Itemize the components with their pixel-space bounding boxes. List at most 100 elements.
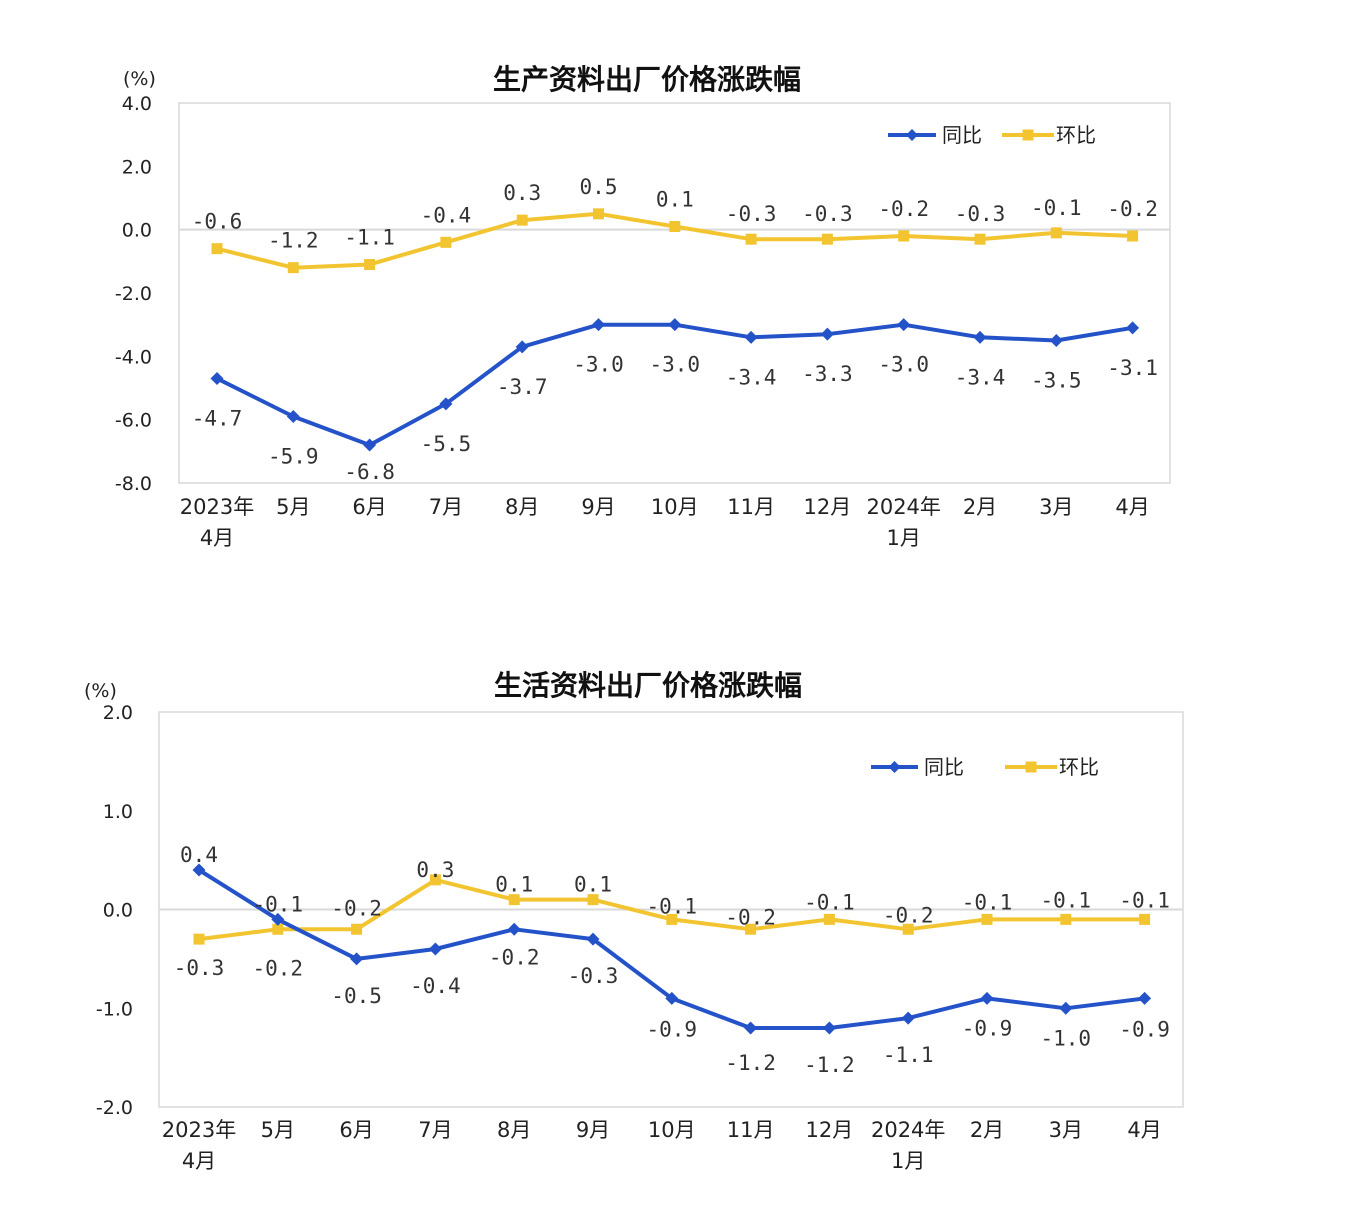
mom-point	[1139, 913, 1151, 925]
yoy-point	[980, 991, 994, 1005]
mom-point	[1050, 227, 1062, 239]
mom-point	[193, 933, 205, 945]
x-tick-label: 2024年	[866, 495, 940, 519]
mom-data-label: -1.2	[268, 229, 319, 253]
yoy-data-label: -3.3	[802, 362, 853, 386]
legend-yoy-label: 同比	[924, 755, 964, 779]
yoy-data-label: -5.5	[421, 432, 472, 456]
mom-data-label: -0.1	[804, 890, 855, 914]
x-tick-label: 1月	[891, 1149, 925, 1173]
x-tick-label: 7月	[429, 495, 463, 519]
x-tick-label: 2023年	[180, 495, 254, 519]
mom-data-label: 0.1	[574, 873, 612, 897]
mom-point	[821, 233, 833, 245]
y-tick-label: 1.0	[103, 801, 133, 823]
x-tick-label: 8月	[497, 1118, 531, 1142]
yoy-data-label: -1.2	[725, 1051, 776, 1075]
yoy-data-label: -3.5	[1031, 369, 1082, 393]
x-tick-label: 4月	[200, 526, 234, 550]
mom-data-label: -0.1	[962, 890, 1013, 914]
yoy-point	[665, 991, 679, 1005]
plot-frame	[178, 102, 1171, 484]
mom-data-label: 0.5	[580, 175, 618, 199]
y-tick-label: -6.0	[115, 410, 152, 432]
legend: 同比 环比	[871, 755, 1099, 779]
x-tick-label: 10月	[651, 495, 699, 519]
y-tick-label: -4.0	[115, 346, 152, 368]
y-unit-label: (%)	[84, 680, 117, 702]
mom-point	[898, 230, 910, 242]
legend-mom-label: 环比	[1059, 755, 1099, 779]
yoy-data-label: -3.1	[1107, 356, 1158, 380]
mom-point	[429, 874, 441, 886]
yoy-data-label: -0.1	[253, 892, 304, 916]
yoy-point	[1049, 334, 1063, 347]
legend: 同比 环比	[888, 123, 1096, 147]
mom-point	[287, 262, 299, 274]
yoy-point	[428, 942, 442, 956]
yoy-data-label: 0.4	[180, 843, 218, 867]
legend-mom-marker	[1022, 129, 1034, 141]
mom-data-label: 0.3	[503, 181, 541, 205]
mom-data-label: -0.3	[955, 202, 1006, 226]
y-unit-label: (%)	[123, 68, 156, 90]
yoy-point	[973, 330, 987, 344]
mom-point	[593, 208, 604, 220]
yoy-point	[210, 372, 224, 385]
yoy-data-label: -0.9	[1119, 1017, 1170, 1041]
x-tick-label: 9月	[576, 1118, 610, 1142]
legend-mom-marker	[1025, 761, 1037, 773]
yoy-data-label: -1.1	[883, 1043, 934, 1067]
mom-point	[440, 236, 452, 248]
mom-data-label: -0.2	[253, 956, 304, 980]
mom-point	[211, 243, 223, 255]
mom-data-label: 0.1	[495, 873, 533, 897]
y-tick-label: 0.0	[122, 220, 152, 242]
yoy-data-label: -0.9	[962, 1016, 1013, 1040]
yoy-data-label: -1.0	[1041, 1026, 1092, 1050]
x-tick-label: 10月	[648, 1118, 696, 1142]
y-tick-label: -1.0	[96, 998, 133, 1020]
yoy-data-label: -0.3	[568, 964, 619, 988]
yoy-data-label: -5.9	[268, 445, 319, 469]
x-tick-label: 3月	[1049, 1118, 1083, 1142]
yoy-data-label: -0.5	[331, 984, 382, 1008]
mom-point	[745, 923, 757, 935]
legend-mom-label: 环比	[1056, 123, 1096, 147]
mom-data-label: -1.1	[344, 226, 395, 250]
mom-data-label: -0.1	[1041, 888, 1092, 912]
yoy-point	[592, 318, 605, 332]
y-tick-label: -2.0	[96, 1097, 133, 1119]
mom-data-label: -0.2	[331, 896, 382, 920]
yoy-point	[350, 952, 364, 966]
yoy-point	[271, 912, 285, 926]
mom-point	[364, 259, 376, 270]
x-tick-label: 3月	[1039, 495, 1073, 519]
mom-point	[508, 894, 520, 906]
x-tick-label: 4月	[182, 1149, 216, 1173]
yoy-point	[1138, 991, 1152, 1005]
yoy-point	[901, 1011, 915, 1025]
mom-point	[981, 913, 993, 925]
yoy-data-label: -0.2	[489, 945, 540, 969]
mom-data-label: -0.2	[878, 197, 929, 221]
yoy-point	[515, 340, 529, 354]
yoy-point	[507, 922, 521, 936]
yoy-data-label: -1.2	[804, 1053, 855, 1077]
mom-data-label: -0.2	[725, 905, 776, 929]
y-tick-label: 4.0	[122, 93, 152, 115]
yoy-point	[820, 327, 834, 341]
legend-yoy-marker	[906, 129, 918, 141]
yoy-point	[1126, 321, 1140, 335]
x-tick-label: 9月	[581, 495, 615, 519]
x-tick-label: 12月	[804, 495, 852, 519]
mom-data-label: -0.3	[802, 202, 853, 226]
y-tick-label: -2.0	[115, 283, 152, 305]
mom-data-label: 0.3	[416, 858, 454, 882]
mom-point	[587, 894, 599, 906]
x-tick-label: 7月	[418, 1118, 452, 1142]
x-tick-label: 2月	[963, 495, 997, 519]
y-tick-label: 2.0	[103, 702, 133, 724]
mom-data-label: -0.2	[883, 903, 934, 927]
mom-data-label: -0.3	[174, 956, 225, 980]
